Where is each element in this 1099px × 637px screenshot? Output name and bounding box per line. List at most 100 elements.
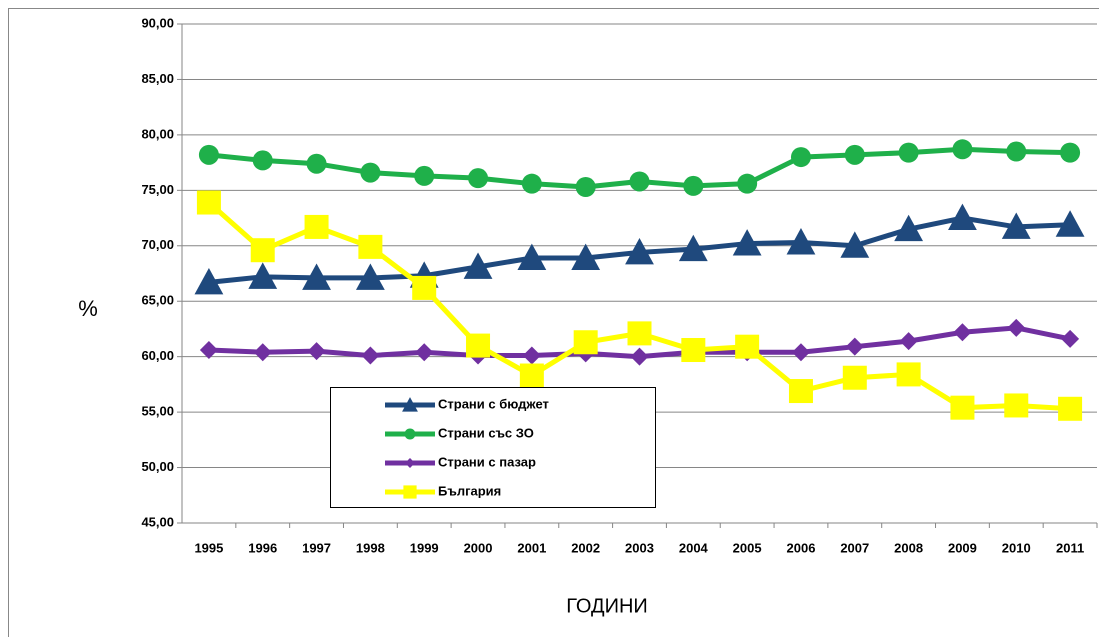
data-point bbox=[732, 229, 762, 256]
legend-box bbox=[330, 387, 656, 508]
x-tick-label: 2005 bbox=[733, 540, 762, 555]
data-point bbox=[629, 171, 650, 192]
data-point bbox=[791, 343, 810, 362]
data-point bbox=[786, 228, 816, 255]
y-tick-label: 80,00 bbox=[141, 126, 174, 141]
data-point bbox=[788, 379, 813, 404]
data-point bbox=[196, 190, 221, 215]
x-tick-label: 2006 bbox=[787, 540, 816, 555]
legend-label: България bbox=[438, 483, 501, 498]
data-point bbox=[681, 338, 706, 363]
x-tick-label: 2007 bbox=[840, 540, 869, 555]
data-point bbox=[248, 262, 278, 289]
x-tick-label: 2011 bbox=[1056, 540, 1084, 555]
y-tick-label: 50,00 bbox=[141, 459, 174, 474]
data-point bbox=[304, 214, 329, 239]
data-point bbox=[899, 332, 918, 351]
data-point bbox=[1001, 212, 1031, 239]
data-point bbox=[463, 252, 493, 279]
x-tick-label: 1996 bbox=[248, 540, 277, 555]
x-tick-label: 1995 bbox=[194, 540, 223, 555]
y-tick-label: 60,00 bbox=[141, 348, 174, 363]
legend: Страни с бюджет Страни със ЗО Страни с паз… bbox=[330, 387, 656, 508]
data-point bbox=[1061, 329, 1080, 348]
data-point bbox=[1006, 141, 1027, 162]
data-point bbox=[355, 263, 385, 290]
data-point bbox=[414, 165, 435, 186]
data-point bbox=[842, 365, 867, 390]
data-point bbox=[952, 139, 973, 160]
data-point bbox=[468, 168, 489, 189]
y-tick-label: 45,00 bbox=[141, 514, 174, 529]
data-point bbox=[683, 175, 704, 196]
data-point bbox=[790, 147, 811, 168]
data-point bbox=[1058, 396, 1083, 421]
x-tick-label: 2009 bbox=[948, 540, 977, 555]
data-point bbox=[896, 362, 921, 387]
data-point bbox=[737, 173, 758, 194]
data-point bbox=[1060, 142, 1081, 163]
data-point bbox=[840, 231, 870, 258]
data-point bbox=[948, 203, 977, 231]
x-tick-label: 2002 bbox=[571, 540, 600, 555]
legend-label: Страни с бюджет bbox=[438, 396, 549, 411]
data-point bbox=[625, 238, 654, 265]
x-tick-label: 2010 bbox=[1002, 540, 1031, 555]
data-point bbox=[678, 234, 708, 262]
data-point bbox=[575, 177, 596, 198]
data-point bbox=[521, 173, 542, 194]
x-tick-label: 1997 bbox=[302, 540, 331, 555]
data-point bbox=[844, 144, 865, 165]
legend-marker bbox=[402, 397, 418, 412]
series-line bbox=[207, 200, 1071, 412]
data-point bbox=[1055, 210, 1085, 237]
data-point bbox=[307, 342, 326, 361]
x-tick-label: 1998 bbox=[356, 540, 385, 555]
data-point bbox=[250, 238, 275, 263]
data-point bbox=[953, 323, 972, 342]
data-point bbox=[358, 234, 383, 259]
data-point bbox=[522, 346, 541, 365]
data-point bbox=[894, 214, 924, 242]
data-point bbox=[253, 343, 272, 362]
y-tick-label: 90,00 bbox=[141, 15, 174, 30]
data-point bbox=[194, 267, 224, 295]
data-point bbox=[360, 162, 381, 183]
data-point bbox=[466, 333, 491, 358]
data-point bbox=[415, 343, 434, 362]
data-point bbox=[573, 330, 598, 355]
data-point bbox=[735, 334, 760, 359]
legend-label: Страни със ЗО bbox=[438, 425, 534, 440]
data-point bbox=[517, 243, 547, 270]
legend-marker bbox=[405, 458, 415, 468]
data-point bbox=[199, 341, 218, 360]
y-tick-label: 70,00 bbox=[141, 237, 174, 252]
data-point bbox=[1004, 393, 1029, 418]
y-tick-label: 85,00 bbox=[141, 71, 174, 86]
data-point bbox=[252, 150, 273, 171]
x-tick-label: 2004 bbox=[679, 540, 709, 555]
data-point bbox=[630, 347, 649, 366]
data-point bbox=[198, 144, 219, 165]
x-tick-label: 1999 bbox=[410, 540, 439, 555]
y-tick-label: 65,00 bbox=[141, 293, 174, 308]
x-tick-label: 2008 bbox=[894, 540, 923, 555]
y-tick-label: 75,00 bbox=[141, 182, 174, 197]
data-point bbox=[361, 346, 380, 365]
data-point bbox=[571, 243, 601, 270]
data-point bbox=[1007, 318, 1026, 337]
x-tick-label: 2003 bbox=[625, 540, 654, 555]
x-tick-label: 2001 bbox=[517, 540, 546, 555]
data-point bbox=[412, 275, 437, 300]
data-point bbox=[519, 363, 544, 388]
y-tick-label: 55,00 bbox=[141, 404, 174, 419]
data-point bbox=[627, 321, 652, 346]
data-point bbox=[306, 153, 327, 174]
data-point bbox=[898, 142, 919, 163]
legend-marker bbox=[404, 428, 416, 440]
data-point bbox=[950, 395, 975, 420]
data-point bbox=[302, 263, 331, 290]
data-point bbox=[845, 337, 864, 356]
